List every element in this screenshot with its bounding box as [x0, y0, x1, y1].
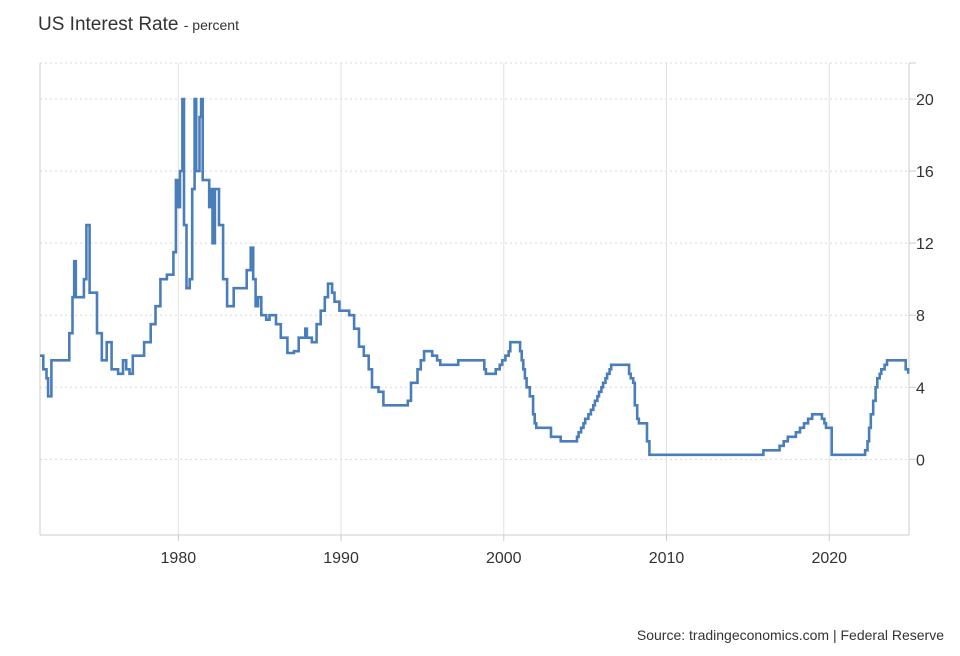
x-axis-ticks: 1980 1990 2000 2010 2020 — [161, 535, 847, 567]
y-tick-label: 4 — [916, 380, 925, 397]
y-tick-label: 20 — [916, 92, 934, 109]
x-tick-label: 2010 — [649, 550, 685, 567]
source-note: Source: tradingeconomics.com | Federal R… — [636, 627, 944, 643]
y-tick-label: 8 — [916, 308, 925, 325]
chart-axes — [39, 63, 910, 536]
y-tick-label: 12 — [916, 236, 934, 253]
x-tick-label: 1980 — [161, 550, 197, 567]
y-tick-label: 16 — [916, 164, 934, 181]
series-line — [40, 97, 910, 457]
x-tick-label: 2000 — [486, 550, 522, 567]
chart-title: US Interest Rate - percent — [38, 14, 239, 36]
grid-lines — [40, 62, 909, 535]
chart-subtitle: - percent — [183, 17, 239, 33]
x-tick-label: 2020 — [811, 550, 847, 567]
chart-title-text: US Interest Rate — [38, 14, 179, 35]
y-axis-ticks: 0 4 8 12 16 20 — [909, 62, 934, 469]
x-tick-label: 1990 — [323, 550, 359, 567]
y-tick-label: 0 — [916, 452, 925, 469]
series-lines — [40, 97, 910, 457]
